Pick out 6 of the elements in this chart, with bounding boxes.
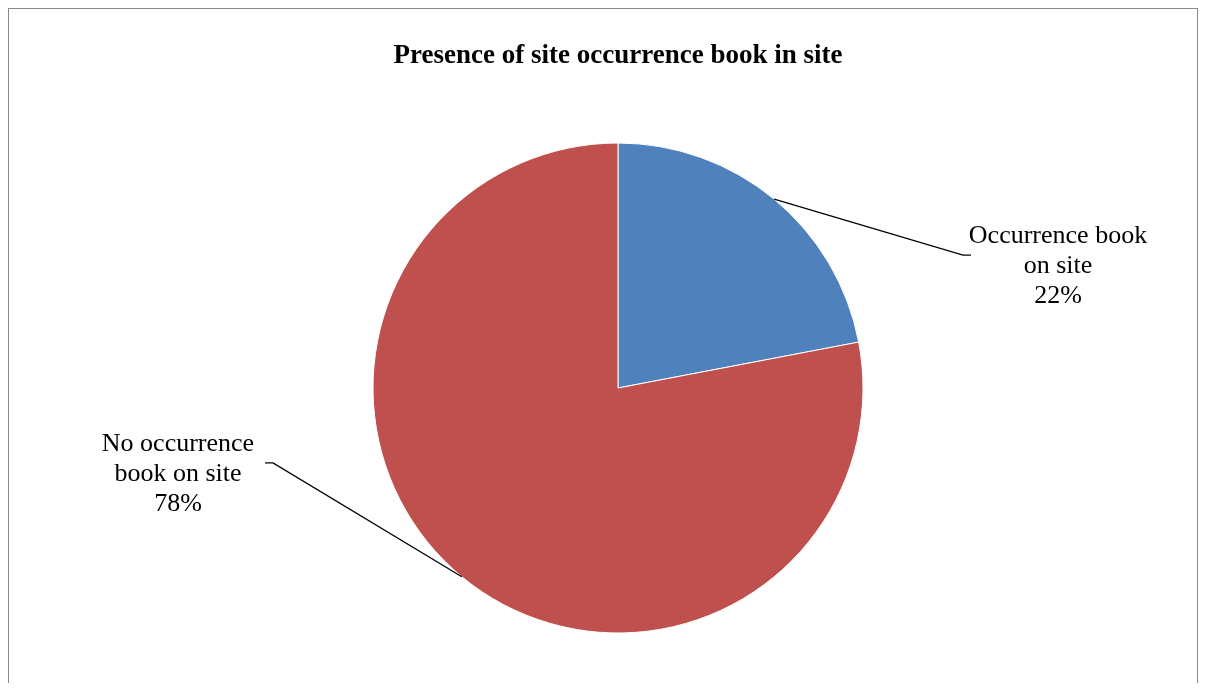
data-label: 78%: [154, 487, 202, 517]
data-label: 22%: [1034, 280, 1082, 310]
slice-label: No occurrence book on site: [101, 428, 255, 487]
slice-label: Occurrence book on site: [968, 220, 1148, 280]
chart-title: Presence of site occurrence book in site: [393, 39, 843, 69]
pie-slice: [372, 142, 864, 634]
